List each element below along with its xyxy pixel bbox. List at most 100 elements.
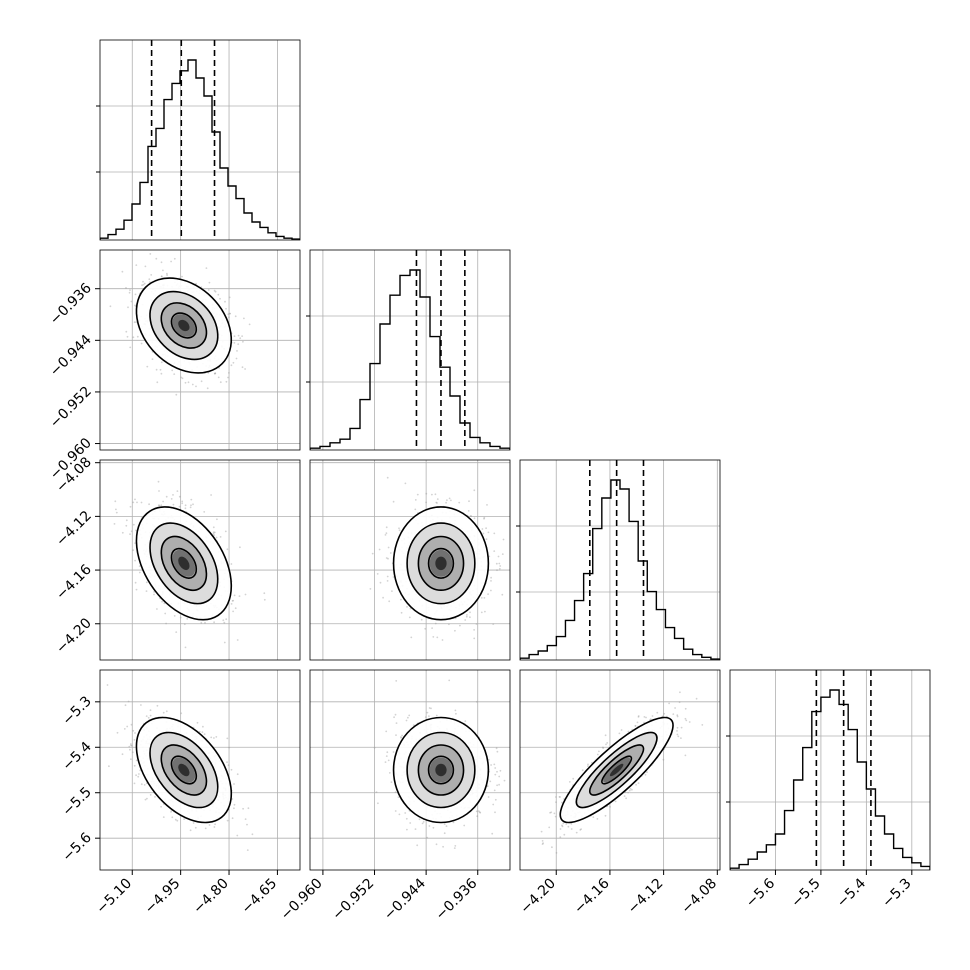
scatter-point <box>478 810 480 812</box>
scatter-point <box>227 313 230 316</box>
scatter-point <box>602 746 604 749</box>
scatter-point <box>216 518 218 521</box>
scatter-point <box>142 280 144 283</box>
scatter-point <box>495 747 498 750</box>
scatter-point <box>401 734 403 737</box>
scatter-point <box>160 261 163 264</box>
scatter-point <box>482 532 485 535</box>
scatter-point <box>559 836 562 839</box>
scatter-point <box>385 526 388 529</box>
scatter-point <box>382 596 384 599</box>
scatter-point <box>173 615 176 617</box>
scatter-point <box>432 826 435 829</box>
scatter-point <box>225 307 227 310</box>
scatter-point <box>213 531 216 534</box>
scatter-point <box>184 381 187 384</box>
scatter-point <box>132 523 135 526</box>
scatter-point <box>141 284 144 287</box>
scatter-point <box>195 385 197 388</box>
scatter-point <box>207 289 210 291</box>
hist-panel-p1 <box>306 249 511 451</box>
scatter-panel-p3-vs-p2 <box>519 669 721 871</box>
scatter-point <box>228 372 230 374</box>
scatter-point <box>125 524 128 527</box>
scatter-point <box>148 503 151 506</box>
contour-level <box>435 763 447 777</box>
scatter-point <box>414 828 417 830</box>
scatter-point <box>432 636 435 638</box>
scatter-point <box>180 376 183 379</box>
scatter-point <box>212 532 215 535</box>
scatter-point <box>219 381 222 384</box>
scatter-point <box>214 372 216 375</box>
scatter-point <box>406 606 408 608</box>
scatter-point <box>233 783 235 785</box>
scatter-point <box>183 818 186 820</box>
grid <box>310 460 510 660</box>
scatter-point <box>263 598 266 601</box>
scatter-point <box>587 763 589 766</box>
scatter-point <box>418 818 421 821</box>
scatter-point <box>695 697 698 700</box>
scatter-point <box>441 639 444 641</box>
scatter-point <box>494 767 497 769</box>
scatter-point <box>450 499 452 502</box>
scatter-point <box>233 594 236 597</box>
scatter-point <box>121 753 124 756</box>
scatter-point <box>143 282 146 285</box>
scatter-point <box>230 768 233 771</box>
scatter-point <box>172 494 174 496</box>
scatter-point <box>405 719 408 722</box>
scatter-point <box>503 779 506 782</box>
scatter-point <box>228 316 230 319</box>
scatter-point <box>469 515 472 517</box>
scatter-point <box>135 759 138 762</box>
scatter-point <box>149 794 152 796</box>
scatter-point <box>385 532 388 535</box>
scatter-point <box>176 819 179 822</box>
scatter-point <box>135 529 137 532</box>
scatter-point <box>121 270 124 273</box>
scatter-point <box>189 829 192 832</box>
panel-frame <box>99 459 301 661</box>
scatter-point <box>219 536 222 538</box>
scatter-point <box>386 580 389 582</box>
scatter-point <box>130 744 133 747</box>
scatter-point <box>424 716 427 718</box>
scatter-point <box>487 796 490 798</box>
scatter-point <box>231 600 234 602</box>
scatter-point <box>375 791 378 793</box>
scatter-point <box>137 775 140 778</box>
scatter-point <box>130 744 132 747</box>
scatter-point <box>492 803 495 806</box>
panel-frame <box>99 249 301 451</box>
scatter-point <box>491 832 494 835</box>
scatter-point <box>387 759 390 762</box>
scatter-point <box>247 807 250 810</box>
scatter-point <box>232 599 235 602</box>
scatter-point <box>430 707 432 710</box>
scatter-point <box>445 825 448 827</box>
scatter-point <box>160 275 163 278</box>
scatter-point <box>162 711 165 714</box>
scatter-point <box>160 504 163 507</box>
scatter-point <box>230 364 233 367</box>
scatter-point <box>166 272 168 275</box>
scatter-point <box>492 623 495 625</box>
scatter-point <box>242 340 244 343</box>
scatter-point <box>227 764 230 767</box>
scatter-point <box>452 821 455 824</box>
scatter-point <box>140 501 143 504</box>
scatter-point <box>184 504 187 507</box>
scatter-point <box>442 845 444 848</box>
scatter-point <box>149 709 152 712</box>
scatter-point <box>115 511 118 514</box>
scatter-point <box>173 373 176 375</box>
scatter-point <box>215 536 218 539</box>
scatter-panel-p2-vs-p1 <box>309 459 511 661</box>
scatter-point <box>226 548 229 551</box>
scatter-point <box>490 589 492 592</box>
scatter-point <box>144 265 147 268</box>
scatter-point <box>214 290 217 293</box>
scatter-point <box>420 618 423 621</box>
